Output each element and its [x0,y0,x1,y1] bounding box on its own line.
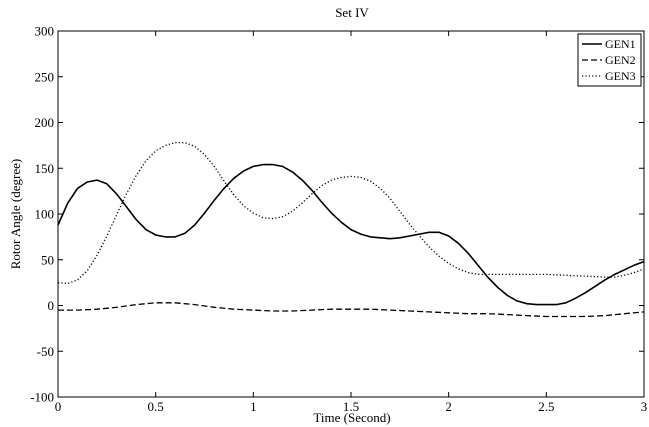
y-tick-label: 50 [41,252,54,267]
y-tick-label: 300 [35,24,55,39]
legend: GEN1 GEN2 GEN3 [577,33,642,87]
x-tick-label: 1.5 [343,399,359,414]
chart-title: Set IV [335,5,369,20]
y-tick-label: -50 [37,344,54,359]
y-axis-title: Rotor Angle (degree) [8,159,23,269]
x-tick-label: 0.5 [148,399,164,414]
series-line-gen3 [57,141,645,285]
y-tick-label: 250 [35,69,55,84]
plot-area [57,141,645,318]
y-tick-label: -100 [30,390,54,405]
axis-ticks: 0 0.5 1 1.5 2 2.5 3 -100 -50 0 50 100 150 200 250 300 [30,24,647,415]
x-tick-label: 1 [250,399,257,414]
series-line-gen2 [58,302,645,318]
legend-label-gen3: GEN3 [605,69,636,83]
x-tick-label: 2.5 [538,399,554,414]
legend-label-gen1: GEN1 [605,37,636,51]
series-line-gen1 [57,163,645,306]
legend-label-gen2: GEN2 [605,53,636,67]
x-tick-label: 0 [55,399,62,414]
x-tick-label: 2 [445,399,452,414]
x-tick-label: 3 [641,399,648,414]
y-tick-label: 200 [35,115,55,130]
plot-frame [57,30,645,398]
y-tick-label: 150 [35,161,55,176]
y-tick-label: 100 [35,207,55,222]
y-tick-label: 0 [48,298,55,313]
legend-box [577,33,642,87]
x-axis-title: Time (Second) [313,410,390,425]
